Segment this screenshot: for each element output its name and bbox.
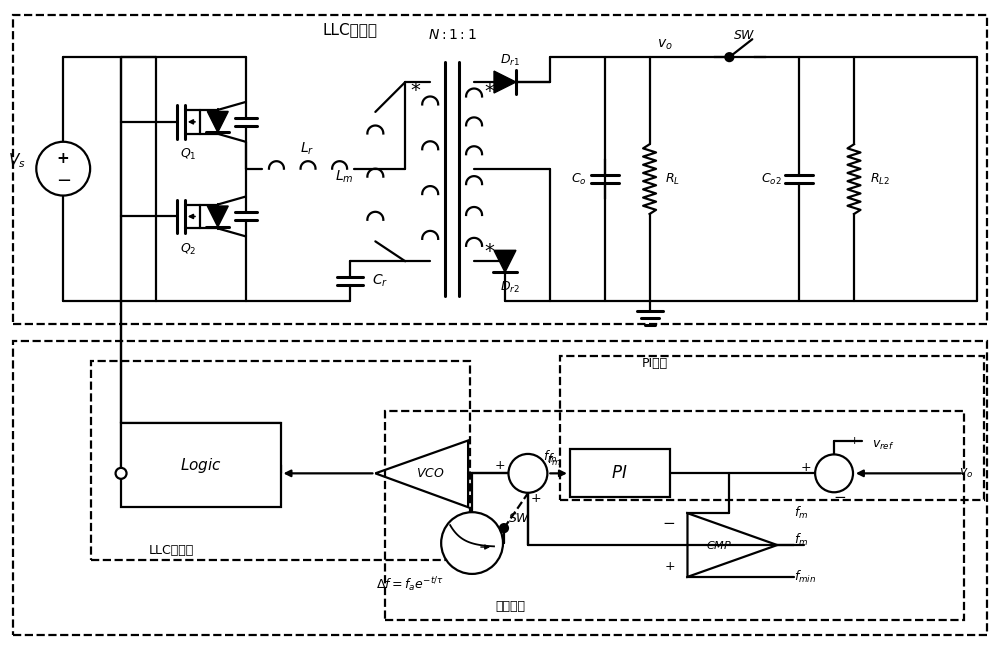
Polygon shape: [494, 250, 516, 272]
Bar: [570, 450, 670, 497]
Text: $f_m$: $f_m$: [543, 450, 557, 466]
Text: $VCO$: $VCO$: [416, 467, 445, 480]
Text: −: −: [663, 516, 676, 530]
Text: +: +: [665, 561, 676, 574]
Text: +: +: [849, 437, 859, 446]
Bar: [121, 422, 281, 507]
Circle shape: [36, 141, 90, 196]
Text: $R_L$: $R_L$: [665, 172, 680, 187]
Text: $PI$: $PI$: [611, 464, 628, 483]
Text: $C_r$: $C_r$: [372, 273, 389, 289]
Text: $CMP$: $CMP$: [706, 539, 732, 551]
Text: $f_{min}$: $f_{min}$: [794, 569, 816, 585]
Text: $L_m$: $L_m$: [335, 169, 353, 185]
Circle shape: [725, 53, 733, 61]
Circle shape: [508, 454, 547, 493]
Text: $Q_2$: $Q_2$: [180, 242, 196, 257]
Text: +: +: [57, 151, 70, 166]
Text: $v_o$: $v_o$: [657, 38, 672, 52]
Bar: [91, 361, 470, 560]
Polygon shape: [207, 111, 228, 132]
Text: $\Delta f = f_a e^{-t/\tau}$: $\Delta f = f_a e^{-t/\tau}$: [376, 576, 444, 594]
Text: $f_m$: $f_m$: [794, 532, 809, 548]
Text: $C_o$: $C_o$: [571, 172, 587, 187]
Text: LLC控制器: LLC控制器: [148, 543, 194, 556]
Text: *: *: [410, 81, 420, 99]
Text: $C_{o2}$: $C_{o2}$: [761, 172, 781, 187]
Text: *: *: [484, 242, 494, 261]
Text: $SW$: $SW$: [733, 28, 756, 42]
Text: $R_{L2}$: $R_{L2}$: [870, 172, 890, 187]
Circle shape: [441, 512, 503, 574]
Circle shape: [116, 468, 127, 479]
Text: *: *: [484, 83, 494, 101]
Text: 限流环节: 限流环节: [495, 600, 525, 613]
Polygon shape: [207, 206, 228, 227]
Text: $D_{r2}$: $D_{r2}$: [500, 280, 520, 295]
Bar: [13, 341, 987, 634]
Text: −: −: [56, 172, 71, 190]
Text: +: +: [531, 492, 541, 505]
Text: +: +: [801, 461, 811, 474]
Text: $v_{ref}$: $v_{ref}$: [872, 439, 895, 452]
Text: $v_o$: $v_o$: [959, 467, 974, 480]
Bar: [385, 411, 964, 620]
Text: −: −: [834, 490, 846, 505]
Text: $D_{r1}$: $D_{r1}$: [500, 52, 520, 68]
Text: $Q_1$: $Q_1$: [180, 147, 196, 162]
Circle shape: [500, 524, 508, 532]
Text: +: +: [495, 459, 505, 472]
Text: $L_r$: $L_r$: [300, 141, 315, 157]
Text: $f_m$: $f_m$: [794, 505, 809, 521]
Text: $V_s$: $V_s$: [8, 151, 25, 170]
Polygon shape: [494, 71, 516, 93]
Text: PI调节: PI调节: [642, 357, 668, 370]
Circle shape: [815, 454, 853, 492]
Text: $Logic$: $Logic$: [180, 456, 222, 475]
Text: LLC主电路: LLC主电路: [323, 22, 378, 37]
Bar: [13, 16, 987, 324]
Text: $SW$: $SW$: [508, 512, 531, 525]
Text: $N:1:1$: $N:1:1$: [428, 28, 477, 42]
Bar: [560, 356, 984, 500]
Text: $f_m$: $f_m$: [547, 452, 561, 468]
